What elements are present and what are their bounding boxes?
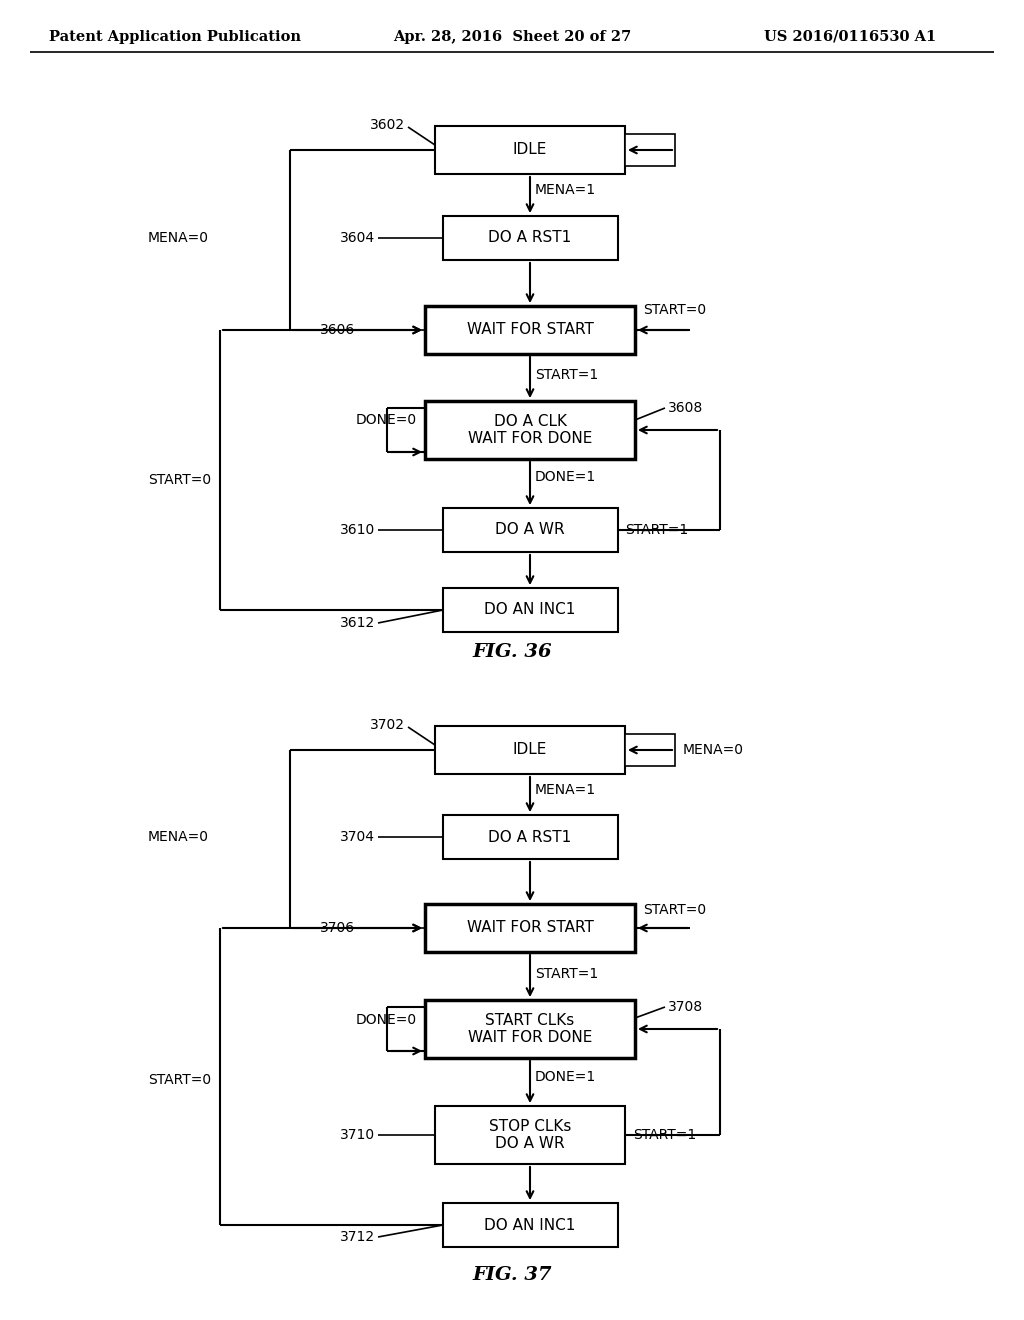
- Text: 3612: 3612: [340, 616, 375, 630]
- Text: START=1: START=1: [633, 1129, 696, 1142]
- Text: WAIT FOR START: WAIT FOR START: [467, 920, 594, 936]
- Text: US 2016/0116530 A1: US 2016/0116530 A1: [764, 30, 936, 44]
- Text: DONE=0: DONE=0: [356, 1012, 417, 1027]
- Bar: [425, 306, 635, 354]
- Text: DO A CLK
WAIT FOR DONE: DO A CLK WAIT FOR DONE: [468, 413, 592, 446]
- Text: DO AN INC1: DO AN INC1: [484, 1217, 575, 1233]
- Bar: [442, 1203, 617, 1247]
- Text: MENA=0: MENA=0: [148, 830, 209, 843]
- Text: FIG. 37: FIG. 37: [472, 1266, 552, 1284]
- Text: 3610: 3610: [340, 523, 375, 537]
- Text: 3608: 3608: [668, 401, 703, 414]
- Text: START=0: START=0: [148, 473, 211, 487]
- Bar: [442, 216, 617, 260]
- Text: FIG. 36: FIG. 36: [472, 643, 552, 661]
- Text: Apr. 28, 2016  Sheet 20 of 27: Apr. 28, 2016 Sheet 20 of 27: [393, 30, 631, 44]
- Bar: [625, 734, 675, 766]
- Text: MENA=1: MENA=1: [535, 183, 596, 197]
- Bar: [425, 1001, 635, 1059]
- Text: 3708: 3708: [668, 1001, 703, 1014]
- Text: START=1: START=1: [626, 523, 689, 537]
- Bar: [435, 125, 625, 174]
- Text: START=1: START=1: [535, 968, 598, 981]
- Text: 3602: 3602: [370, 117, 406, 132]
- Text: DO A WR: DO A WR: [496, 523, 565, 537]
- Text: START=1: START=1: [535, 368, 598, 381]
- Bar: [442, 814, 617, 859]
- Text: DONE=1: DONE=1: [535, 1071, 596, 1084]
- Text: Patent Application Publication: Patent Application Publication: [49, 30, 301, 44]
- Text: START=0: START=0: [643, 304, 707, 317]
- Text: IDLE: IDLE: [513, 742, 547, 758]
- Text: 3606: 3606: [319, 323, 355, 337]
- Text: DO A RST1: DO A RST1: [488, 231, 571, 246]
- Text: DO A RST1: DO A RST1: [488, 829, 571, 845]
- Text: WAIT FOR START: WAIT FOR START: [467, 322, 594, 338]
- Bar: [425, 401, 635, 459]
- Bar: [442, 508, 617, 552]
- Text: 3712: 3712: [340, 1230, 375, 1243]
- Text: START=0: START=0: [643, 903, 707, 917]
- Text: START=0: START=0: [148, 1073, 211, 1086]
- Text: START CLKs
WAIT FOR DONE: START CLKs WAIT FOR DONE: [468, 1012, 592, 1045]
- Text: STOP CLKs
DO A WR: STOP CLKs DO A WR: [488, 1119, 571, 1151]
- Text: 3702: 3702: [370, 718, 406, 733]
- Text: 3704: 3704: [340, 830, 375, 843]
- Text: DONE=1: DONE=1: [535, 470, 596, 484]
- Text: MENA=0: MENA=0: [148, 231, 209, 246]
- Bar: [425, 904, 635, 952]
- Text: 3706: 3706: [319, 921, 355, 935]
- Text: DO AN INC1: DO AN INC1: [484, 602, 575, 618]
- Text: IDLE: IDLE: [513, 143, 547, 157]
- Bar: [435, 1106, 625, 1164]
- Text: MENA=0: MENA=0: [683, 743, 744, 756]
- Bar: [442, 587, 617, 632]
- Bar: [435, 726, 625, 774]
- Text: 3710: 3710: [340, 1129, 375, 1142]
- Text: MENA=1: MENA=1: [535, 783, 596, 797]
- Bar: [625, 135, 675, 166]
- Text: DONE=0: DONE=0: [356, 413, 417, 426]
- Text: 3604: 3604: [340, 231, 375, 246]
